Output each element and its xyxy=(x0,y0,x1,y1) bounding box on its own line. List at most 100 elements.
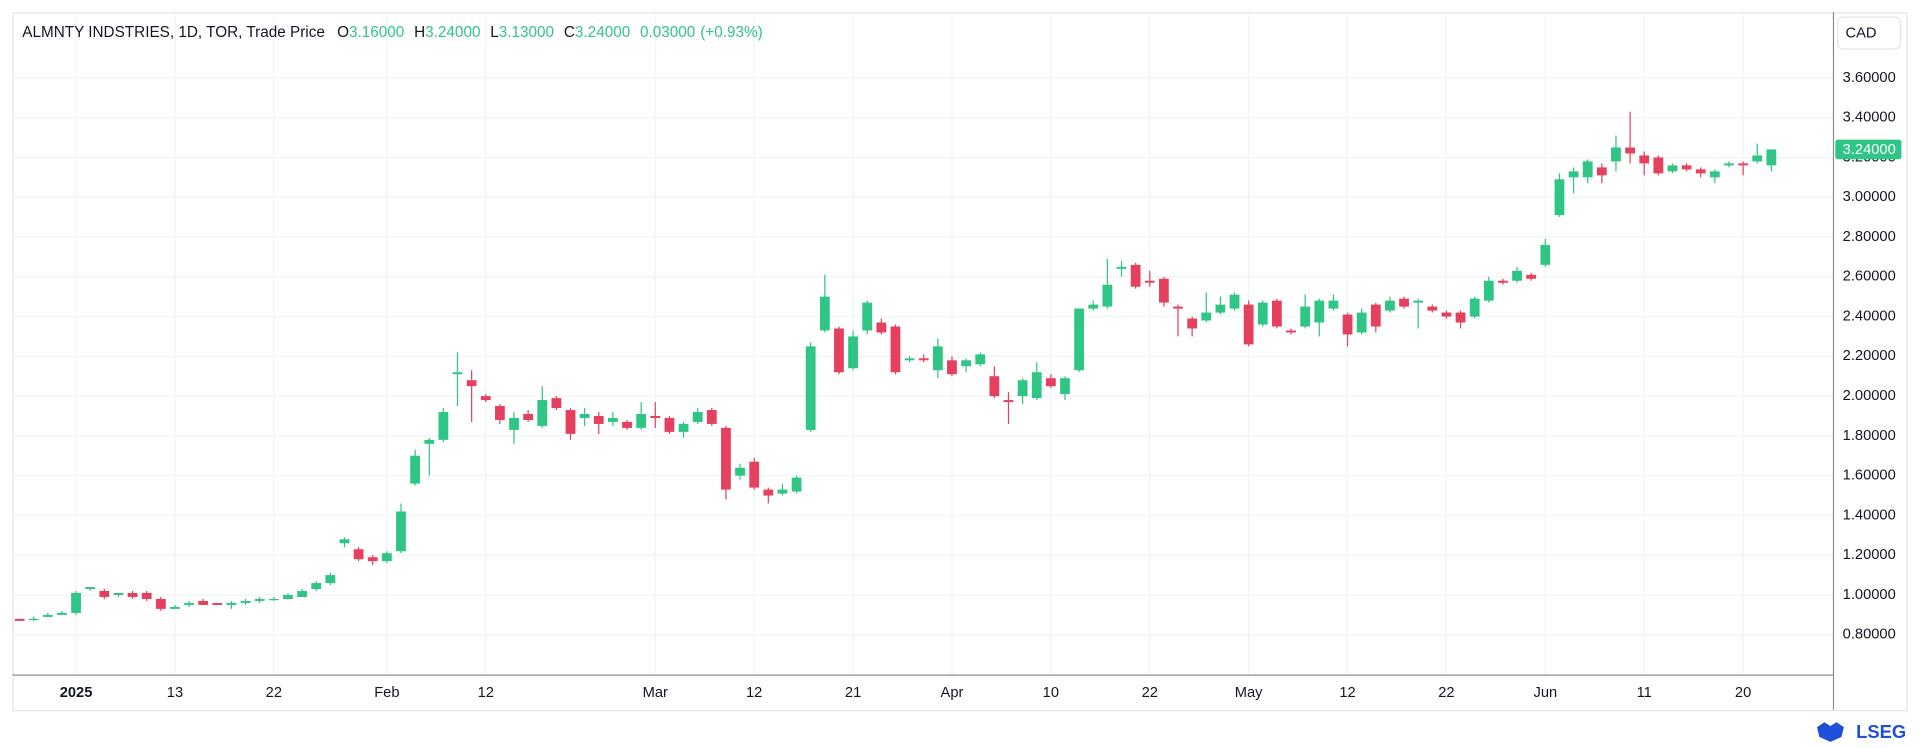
candle-body xyxy=(1342,314,1353,335)
change-percent: (+0.93%) xyxy=(700,24,763,41)
candle-body xyxy=(1568,171,1579,178)
candle-body xyxy=(311,583,322,590)
candle-body xyxy=(777,489,788,494)
candle-body xyxy=(1060,378,1070,395)
candle-body xyxy=(1752,155,1763,162)
candle-body xyxy=(678,423,689,432)
y-tick-label: 0.80000 xyxy=(1843,627,1896,643)
candle-body xyxy=(494,406,505,420)
candle-body xyxy=(1370,304,1381,327)
candle-body xyxy=(1639,155,1650,164)
candle-body xyxy=(1483,280,1494,301)
candle-body xyxy=(325,575,336,584)
candle-body xyxy=(1045,378,1056,387)
y-tick-label: 2.80000 xyxy=(1843,229,1896,245)
candle-body xyxy=(1625,147,1635,154)
candle-body xyxy=(706,410,717,424)
currency-label[interactable]: CAD xyxy=(1846,26,1877,42)
candle-body xyxy=(1088,304,1099,309)
y-tick-label: 3.40000 xyxy=(1843,110,1896,126)
candle-body xyxy=(1144,280,1155,283)
candle-body xyxy=(71,593,81,613)
candle-body xyxy=(396,511,406,552)
x-tick-label: 22 xyxy=(266,685,282,701)
y-tick-label: 1.00000 xyxy=(1843,587,1896,603)
close-label: C xyxy=(564,24,575,41)
candle-body xyxy=(42,614,53,617)
candle-body xyxy=(367,557,378,562)
high-value: 3.24000 xyxy=(425,24,480,41)
candle-body xyxy=(155,598,166,609)
candle-body xyxy=(1243,304,1254,345)
candle-body xyxy=(113,593,124,595)
low-label: L xyxy=(490,24,499,41)
x-tick-label: 2025 xyxy=(60,685,93,701)
candle-body xyxy=(240,600,251,603)
candle-body xyxy=(1116,266,1127,269)
candle-body xyxy=(424,439,435,444)
candle-body xyxy=(1272,300,1282,327)
candle-body xyxy=(1399,298,1409,307)
open-value: 3.16000 xyxy=(349,24,404,41)
candle-body xyxy=(85,587,96,590)
x-tick-label: 22 xyxy=(1438,685,1454,701)
y-tick-label: 1.60000 xyxy=(1843,468,1896,484)
x-tick-label: Jun xyxy=(1533,685,1557,701)
x-tick-label: 22 xyxy=(1142,685,1158,701)
candle-body xyxy=(1300,306,1311,327)
y-tick-label: 2.00000 xyxy=(1843,388,1896,404)
candle-body xyxy=(1017,380,1028,397)
candle-body xyxy=(961,360,971,367)
y-tick-label: 1.20000 xyxy=(1843,547,1896,563)
candle-body xyxy=(1724,163,1734,166)
candle-body xyxy=(989,376,1000,397)
candle-body xyxy=(353,549,364,560)
candle-body xyxy=(170,606,180,609)
candle-body xyxy=(622,421,632,428)
y-tick-label: 3.00000 xyxy=(1843,189,1896,205)
candle-body xyxy=(1229,294,1240,309)
last-price-label: 3.24000 xyxy=(1843,142,1896,158)
candle-body xyxy=(791,477,802,492)
candle-body xyxy=(763,489,774,496)
chart-title: ALMNTY INDSTRIES, 1D, TOR, Trade Price xyxy=(22,24,325,41)
candle-body xyxy=(565,410,576,434)
chart-frame xyxy=(12,12,1908,712)
x-tick-label: May xyxy=(1235,685,1263,701)
x-tick-label: 10 xyxy=(1043,685,1059,701)
candle-body xyxy=(664,417,675,432)
last-price-badge xyxy=(1835,139,1902,160)
candle-body xyxy=(28,618,39,621)
candle-body xyxy=(381,553,392,562)
currency-button[interactable] xyxy=(1837,16,1901,50)
chart-header: ALMNTY INDSTRIES, 1D, TOR, Trade Price O3… xyxy=(22,24,762,41)
logo-icon xyxy=(1816,722,1844,742)
candle-body xyxy=(452,372,463,375)
x-tick-label: Apr xyxy=(941,685,964,701)
candle-body xyxy=(819,296,830,331)
candle-body xyxy=(1187,318,1198,329)
candle-body xyxy=(1427,306,1438,311)
candle-body xyxy=(1554,179,1565,216)
logo-text: LSEG xyxy=(1856,721,1906,742)
candle-body xyxy=(1441,312,1452,317)
candle-body xyxy=(890,326,901,373)
candle-body xyxy=(848,336,858,369)
candle-body xyxy=(523,414,534,420)
candle-body xyxy=(636,414,647,428)
candle-body xyxy=(1611,147,1621,162)
candle-body xyxy=(1498,280,1508,283)
candle-body xyxy=(834,328,844,373)
y-tick-label: 1.80000 xyxy=(1843,428,1896,444)
candle-body xyxy=(1653,157,1664,174)
candle-body xyxy=(1596,167,1607,176)
x-tick-label: Mar xyxy=(643,685,668,701)
candle-body xyxy=(480,396,491,401)
candle-body xyxy=(1130,264,1141,287)
change-value: 0.03000 xyxy=(640,24,695,41)
candle-body xyxy=(466,380,477,387)
candle-body xyxy=(932,346,943,371)
candle-body xyxy=(1526,274,1537,279)
candle-body xyxy=(1738,163,1749,166)
candle-body xyxy=(1709,171,1720,178)
